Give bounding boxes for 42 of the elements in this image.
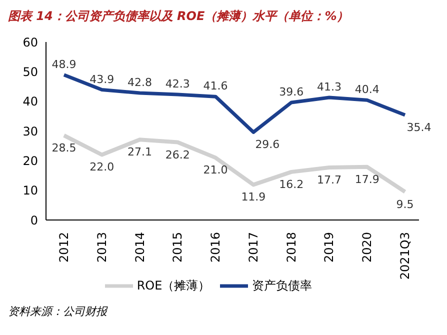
x-tick-label: 2015 bbox=[170, 232, 185, 263]
y-tick-label: 0 bbox=[30, 213, 38, 228]
data-label: 43.9 bbox=[90, 72, 114, 86]
x-tick-label: 2018 bbox=[284, 232, 298, 263]
x-tick-label: 2017 bbox=[246, 232, 260, 263]
x-tick-label: 2012 bbox=[57, 232, 71, 263]
data-label: 41.3 bbox=[316, 80, 342, 94]
data-label: 22.0 bbox=[90, 160, 114, 174]
y-tick-label: 10 bbox=[22, 184, 38, 198]
data-label: 21.0 bbox=[203, 164, 228, 177]
chart-title: 图表 14：公司资产负债率以及 ROE（摊薄）水平（单位：%） bbox=[8, 8, 350, 25]
x-tick-label: 2020 bbox=[360, 232, 374, 263]
data-label: 17.7 bbox=[316, 173, 342, 186]
x-tick-label: 2014 bbox=[132, 232, 147, 263]
data-label: 41.6 bbox=[203, 80, 228, 93]
data-label: 29.6 bbox=[255, 138, 280, 152]
data-label: 40.4 bbox=[354, 83, 380, 96]
y-tick-label: 60 bbox=[22, 35, 38, 50]
legend-label: ROE（摊薄） bbox=[136, 278, 210, 292]
legend-label: 资产负债率 bbox=[252, 278, 312, 292]
y-tick-label: 40 bbox=[22, 94, 38, 109]
data-label: 16.2 bbox=[279, 178, 304, 191]
data-label: 39.6 bbox=[279, 86, 304, 99]
x-tick-label: 2016 bbox=[208, 232, 223, 263]
data-label: 26.2 bbox=[165, 148, 190, 162]
data-label: 35.4 bbox=[406, 120, 432, 134]
x-tick-label: 2021Q3 bbox=[398, 232, 412, 280]
data-label: 48.9 bbox=[52, 58, 76, 71]
data-label: 42.3 bbox=[165, 78, 190, 91]
y-tick-label: 30 bbox=[22, 124, 38, 138]
x-tick-label: 2013 bbox=[94, 232, 109, 263]
y-tick-label: 20 bbox=[22, 154, 38, 168]
x-tick-label: 2019 bbox=[322, 232, 336, 263]
text: 资料来源：公司财报 bbox=[8, 304, 109, 319]
data-label: 27.1 bbox=[128, 146, 152, 159]
data-label: 11.9 bbox=[241, 190, 266, 204]
data-label: 28.5 bbox=[52, 141, 76, 154]
line-series bbox=[62, 73, 407, 134]
data-label: 42.8 bbox=[128, 76, 152, 90]
data-label: 17.9 bbox=[354, 172, 380, 186]
data-label: 9.5 bbox=[396, 198, 414, 211]
y-tick-label: 50 bbox=[22, 64, 38, 79]
